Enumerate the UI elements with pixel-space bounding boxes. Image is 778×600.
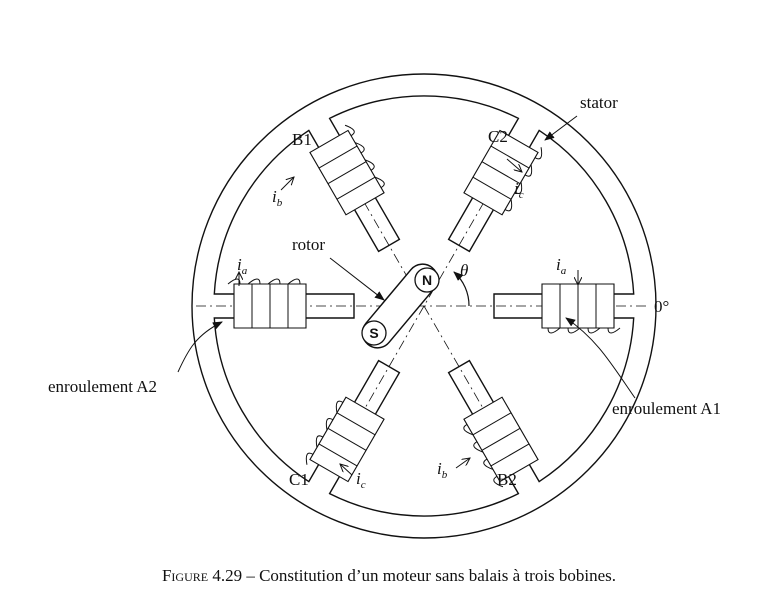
stator-label: stator <box>580 93 618 112</box>
theta-label: θ <box>460 261 468 280</box>
figure-number: Figure 4.29 <box>161 566 243 585</box>
current-arrow-c1 <box>340 464 353 476</box>
a1-leader <box>565 317 636 399</box>
current-label-a2: ia <box>237 255 248 277</box>
enroulement-a1-label: enroulement A1 <box>612 399 721 418</box>
theta-angle-arc <box>453 271 470 307</box>
current-label-b2: ib <box>437 459 448 481</box>
coil-c2-label: C2 <box>488 127 508 146</box>
coil-b2 <box>463 396 539 488</box>
figure-caption: Figure 4.29 – Constitution d’un moteur s… <box>0 566 778 586</box>
coils <box>227 124 621 488</box>
current-label-c2: ic <box>514 179 524 201</box>
coil-a1 <box>541 283 621 334</box>
current-arrow-b2 <box>455 458 470 469</box>
a2-leader <box>177 321 223 373</box>
caption-text: – Constitution d’un moteur sans balais à… <box>242 566 617 585</box>
current-label-c1: ic <box>356 469 366 491</box>
coil-c1-label: C1 <box>289 470 309 489</box>
coil-c1 <box>305 396 385 483</box>
coil-b2-label: B2 <box>497 470 517 489</box>
current-arrow-c2 <box>506 158 522 172</box>
current-label-b1: ib <box>272 187 283 209</box>
stator-outer-ring <box>191 73 657 539</box>
current-arrow-b1 <box>280 177 294 191</box>
rotor-label: rotor <box>292 235 325 254</box>
coil-b1 <box>309 124 385 216</box>
motor-diagram: N S θ stator rotor 0° enroulement A1 enr… <box>48 73 721 539</box>
rotor-pole-n: N <box>414 267 440 293</box>
enroulement-a2-label: enroulement A2 <box>48 377 157 396</box>
axis-line-2 <box>348 175 500 437</box>
rotor-pole-s: S <box>361 320 387 346</box>
svg-text:S: S <box>369 325 378 341</box>
stator-leader <box>544 115 578 141</box>
coil-c2 <box>463 129 543 216</box>
coil-b1-label: B1 <box>292 130 312 149</box>
coil-a2 <box>227 278 307 329</box>
svg-text:N: N <box>422 272 432 288</box>
rotor-leader <box>329 257 385 301</box>
zero-degree-label: 0° <box>654 297 669 316</box>
current-label-a1: ia <box>556 255 567 277</box>
